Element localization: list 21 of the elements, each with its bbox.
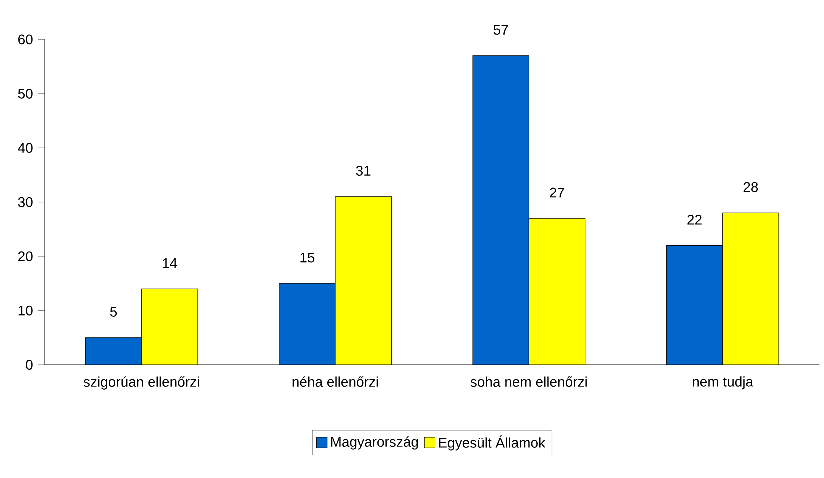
x-tick-label: néha ellenőrzi [292, 376, 378, 388]
y-tick-label: 60 [18, 34, 33, 45]
data-label: 31 [356, 166, 371, 176]
y-tick-label: 20 [18, 252, 33, 262]
data-label: 15 [300, 252, 315, 263]
y-tick-label: 10 [18, 306, 33, 316]
data-label: 27 [550, 188, 564, 198]
data-label: 28 [744, 182, 758, 192]
y-tick-label: 30 [18, 197, 33, 208]
y-tick-label: 0 [26, 360, 33, 370]
y-tick-label: 40 [18, 143, 33, 154]
x-tick-label: nem tudja [693, 376, 754, 390]
data-label: 5 [110, 307, 118, 317]
data-label: 57 [494, 25, 508, 36]
y-tick-label: 50 [18, 88, 33, 99]
data-label: 22 [688, 215, 702, 225]
legend-label: Magyarország [331, 436, 418, 450]
legend-label: Egyesült Államok [439, 436, 546, 451]
x-tick-label: szigorúan ellenőrzi [84, 376, 200, 390]
x-tick-label: soha nem ellenőrzi [470, 376, 587, 388]
data-label: 14 [163, 258, 178, 268]
